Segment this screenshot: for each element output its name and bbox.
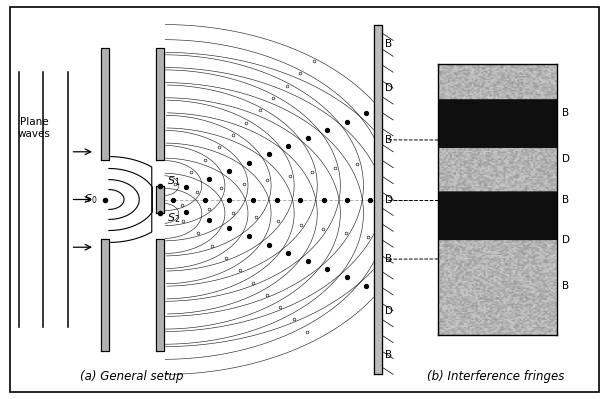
- Text: B: B: [385, 254, 392, 264]
- Text: D: D: [561, 235, 569, 245]
- Text: D: D: [385, 194, 393, 205]
- Text: B: B: [385, 350, 392, 359]
- Text: D: D: [561, 154, 569, 164]
- Text: B: B: [561, 108, 569, 118]
- Text: D: D: [385, 83, 393, 93]
- Text: B: B: [385, 40, 392, 49]
- Text: $S_2$: $S_2$: [167, 211, 180, 225]
- Text: B: B: [561, 194, 569, 205]
- Text: (a) General setup: (a) General setup: [80, 370, 183, 383]
- Text: B: B: [385, 135, 392, 145]
- Text: B: B: [561, 281, 569, 291]
- Text: $S_0$: $S_0$: [85, 193, 98, 206]
- Text: (b) Interference fringes: (b) Interference fringes: [427, 370, 565, 383]
- Text: D: D: [385, 306, 393, 316]
- Text: $S_1$: $S_1$: [167, 174, 180, 188]
- Text: Plane
waves: Plane waves: [18, 117, 51, 139]
